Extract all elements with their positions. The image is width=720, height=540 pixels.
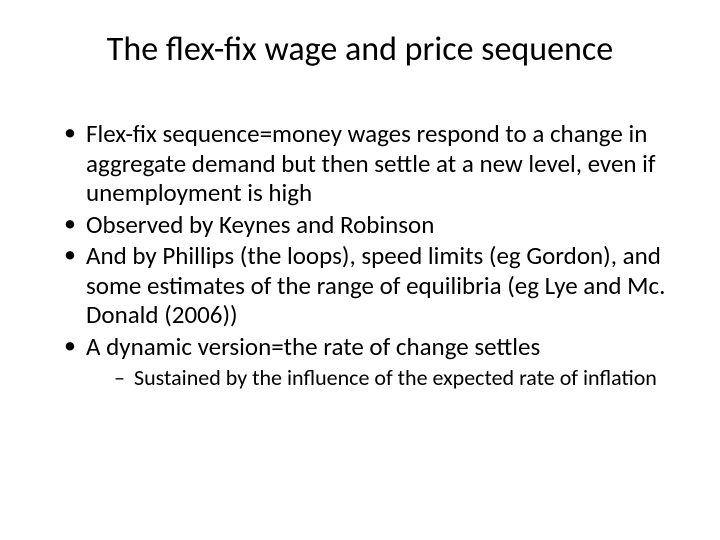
list-item: A dynamic version=the rate of change set… (64, 332, 680, 391)
bullet-text: And by Phillips (the loops), speed limit… (86, 240, 665, 330)
bullet-list: Flex-fix sequence=money wages respond to… (40, 119, 680, 391)
bullet-text: Flex-fix sequence=money wages respond to… (86, 118, 656, 208)
bullet-text: A dynamic version=the rate of change set… (86, 331, 540, 362)
sub-bullet-list: Sustained by the influence of the expect… (86, 365, 680, 391)
list-item: And by Phillips (the loops), speed limit… (64, 241, 680, 330)
list-item: Sustained by the influence of the expect… (114, 365, 680, 391)
bullet-text: Observed by Keynes and Robinson (86, 209, 434, 240)
slide: The flex-fix wage and price sequence Fle… (0, 0, 720, 540)
list-item: Observed by Keynes and Robinson (64, 210, 680, 240)
bullet-text: Sustained by the influence of the expect… (134, 364, 657, 391)
slide-title: The flex-fix wage and price sequence (40, 30, 680, 69)
list-item: Flex-fix sequence=money wages respond to… (64, 119, 680, 208)
